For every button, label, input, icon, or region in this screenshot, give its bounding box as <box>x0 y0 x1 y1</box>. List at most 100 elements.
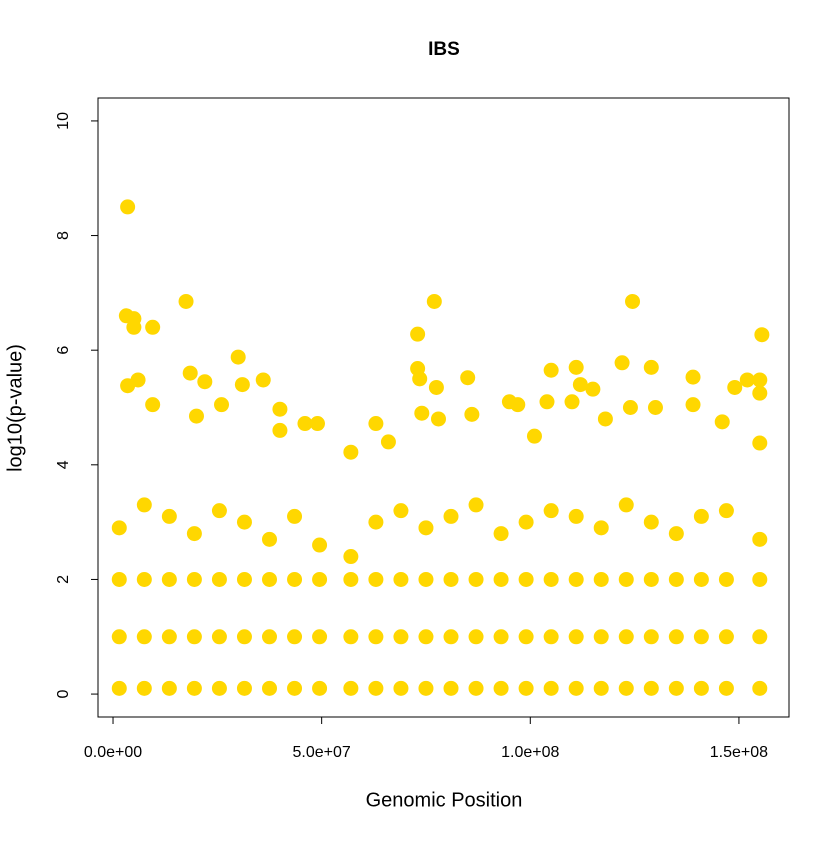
point <box>460 370 476 386</box>
point <box>464 406 480 422</box>
point <box>685 397 701 413</box>
point <box>752 629 768 645</box>
point <box>188 408 204 424</box>
point <box>739 372 755 388</box>
point <box>518 514 534 530</box>
point <box>518 571 534 587</box>
point <box>418 571 434 587</box>
point <box>568 508 584 524</box>
point <box>261 531 277 547</box>
point <box>343 571 359 587</box>
point <box>410 326 426 342</box>
point <box>618 629 634 645</box>
point <box>261 680 277 696</box>
point <box>312 680 328 696</box>
point <box>493 571 509 587</box>
point <box>136 629 152 645</box>
y-tick-label: 6 <box>55 346 72 355</box>
x-axis-label: Genomic Position <box>366 789 523 811</box>
point <box>518 680 534 696</box>
point <box>526 428 542 444</box>
y-tick-label: 2 <box>55 575 72 584</box>
point <box>272 401 288 417</box>
point <box>614 355 630 371</box>
point <box>568 680 584 696</box>
point <box>643 571 659 587</box>
point <box>368 416 384 432</box>
point <box>618 571 634 587</box>
point <box>685 369 701 385</box>
point <box>510 397 526 413</box>
point <box>287 629 303 645</box>
point <box>255 372 271 388</box>
point <box>543 571 559 587</box>
point <box>568 629 584 645</box>
point <box>161 508 177 524</box>
point <box>418 680 434 696</box>
y-tick-label: 0 <box>55 690 72 699</box>
point <box>126 319 142 335</box>
point <box>693 508 709 524</box>
point <box>643 680 659 696</box>
point <box>136 497 152 513</box>
point <box>718 571 734 587</box>
point <box>443 629 459 645</box>
point <box>518 629 534 645</box>
point <box>161 571 177 587</box>
point <box>211 571 227 587</box>
point <box>693 680 709 696</box>
point <box>136 571 152 587</box>
point <box>111 571 127 587</box>
point <box>752 385 768 401</box>
point <box>493 526 509 542</box>
point <box>430 411 446 427</box>
point <box>543 629 559 645</box>
point <box>468 629 484 645</box>
point <box>428 379 444 395</box>
point <box>622 400 638 415</box>
point <box>568 359 584 375</box>
point <box>111 520 127 536</box>
point <box>343 549 359 565</box>
point <box>468 680 484 696</box>
point <box>211 680 227 696</box>
point <box>368 514 384 530</box>
point <box>414 405 430 421</box>
y-tick-label: 8 <box>55 231 72 240</box>
point <box>752 680 768 696</box>
point <box>572 377 588 393</box>
point <box>182 365 198 381</box>
point <box>643 359 659 375</box>
point <box>543 362 559 378</box>
point <box>186 680 202 696</box>
point <box>718 629 734 645</box>
point <box>493 680 509 696</box>
point <box>111 629 127 645</box>
point <box>234 377 250 393</box>
point <box>593 680 609 696</box>
point <box>668 629 684 645</box>
point <box>236 571 252 587</box>
point <box>111 680 127 696</box>
point <box>236 514 252 530</box>
y-tick-label: 4 <box>55 460 72 469</box>
point <box>618 680 634 696</box>
point <box>380 434 396 450</box>
point <box>393 503 409 519</box>
point <box>543 680 559 696</box>
point <box>668 680 684 696</box>
point <box>214 397 230 413</box>
point <box>593 571 609 587</box>
point <box>443 571 459 587</box>
point <box>393 680 409 696</box>
point <box>543 503 559 519</box>
point <box>145 319 161 335</box>
x-tick-label: 5.0e+07 <box>293 744 351 761</box>
point <box>368 571 384 587</box>
point <box>568 571 584 587</box>
point <box>643 514 659 530</box>
point <box>236 629 252 645</box>
point <box>368 629 384 645</box>
point <box>343 629 359 645</box>
